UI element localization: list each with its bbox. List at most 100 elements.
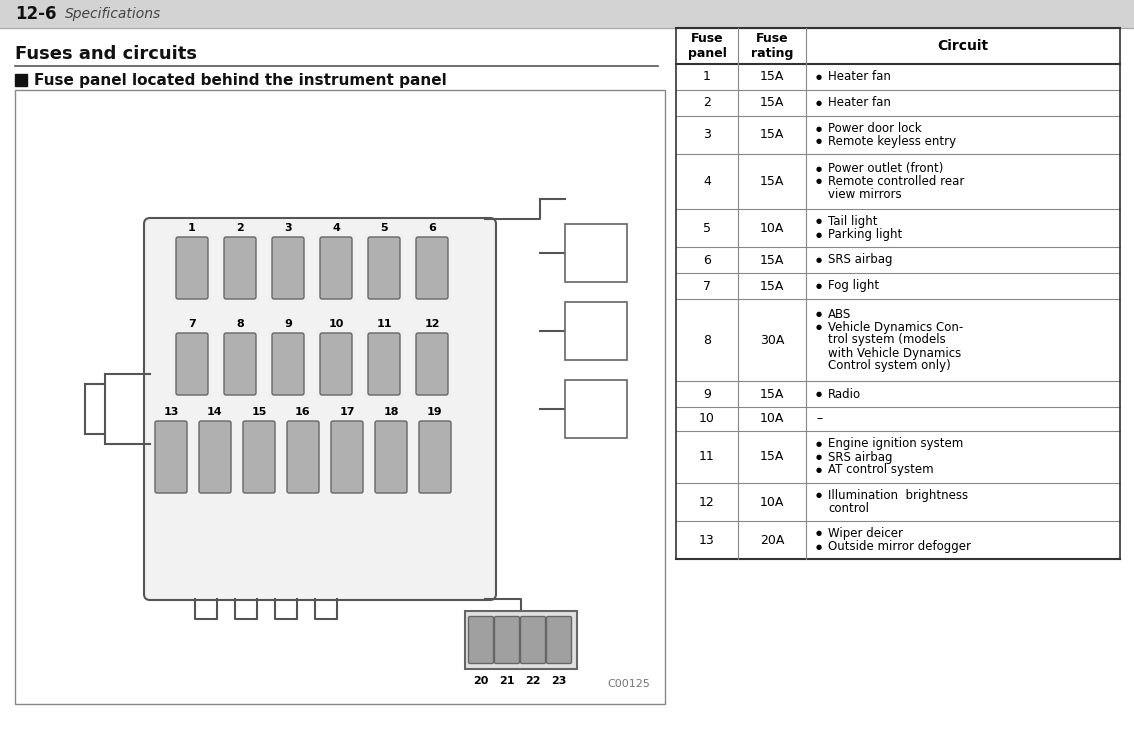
Text: ●: ●	[816, 231, 822, 238]
Text: 1: 1	[188, 223, 196, 233]
FancyBboxPatch shape	[176, 237, 208, 299]
Bar	[465, 611, 577, 669]
Text: ●: ●	[816, 283, 822, 289]
FancyBboxPatch shape	[416, 237, 448, 299]
Text: 8: 8	[703, 333, 711, 347]
Text: 17: 17	[339, 407, 355, 417]
Text: 3: 3	[285, 223, 291, 233]
Text: Power outlet (front): Power outlet (front)	[828, 162, 943, 175]
Text: Fuse panel located behind the instrument panel: Fuse panel located behind the instrument…	[34, 72, 447, 87]
Text: SRS airbag: SRS airbag	[828, 450, 892, 464]
Text: Heater fan: Heater fan	[828, 97, 891, 109]
Text: ●: ●	[816, 74, 822, 80]
Text: 13: 13	[700, 534, 714, 547]
Text: Remote keyless entry: Remote keyless entry	[828, 135, 956, 148]
Text: Control system only): Control system only)	[828, 360, 950, 372]
Text: 5: 5	[703, 222, 711, 234]
FancyBboxPatch shape	[369, 333, 400, 395]
Text: ●: ●	[816, 544, 822, 550]
Text: SRS airbag: SRS airbag	[828, 253, 892, 266]
Text: ●: ●	[816, 257, 822, 263]
Text: ●: ●	[816, 531, 822, 537]
Text: with Vehicle Dynamics: with Vehicle Dynamics	[828, 347, 962, 360]
Text: 10: 10	[699, 412, 714, 425]
FancyBboxPatch shape	[375, 421, 407, 493]
Bar	[565, 224, 627, 282]
Text: ABS: ABS	[828, 308, 852, 320]
Text: control: control	[828, 502, 869, 515]
Text: 20A: 20A	[760, 534, 785, 547]
FancyBboxPatch shape	[225, 237, 256, 299]
FancyBboxPatch shape	[243, 421, 276, 493]
Text: 6: 6	[428, 223, 435, 233]
Text: ●: ●	[816, 179, 822, 185]
Text: ●: ●	[816, 324, 822, 330]
Text: 4: 4	[703, 175, 711, 188]
Text: Heater fan: Heater fan	[828, 71, 891, 84]
Text: AT control system: AT control system	[828, 464, 933, 477]
Text: Outside mirror defogger: Outside mirror defogger	[828, 540, 971, 553]
Text: 30A: 30A	[760, 333, 785, 347]
Text: Parking light: Parking light	[828, 228, 903, 241]
FancyBboxPatch shape	[144, 218, 496, 600]
FancyBboxPatch shape	[468, 617, 493, 664]
Text: 22: 22	[525, 676, 541, 686]
Text: 10A: 10A	[760, 495, 785, 508]
Text: 15A: 15A	[760, 450, 785, 464]
Text: 19: 19	[428, 407, 442, 417]
Text: 2: 2	[703, 97, 711, 109]
Bar	[565, 302, 627, 360]
Text: 14: 14	[208, 407, 222, 417]
Text: 11: 11	[376, 319, 391, 329]
FancyBboxPatch shape	[225, 333, 256, 395]
Text: view mirrors: view mirrors	[828, 188, 902, 201]
Text: 6: 6	[703, 253, 711, 266]
Text: Vehicle Dynamics Con-: Vehicle Dynamics Con-	[828, 320, 963, 333]
FancyBboxPatch shape	[272, 333, 304, 395]
FancyBboxPatch shape	[416, 333, 448, 395]
Text: 16: 16	[295, 407, 311, 417]
Text: 15A: 15A	[760, 280, 785, 293]
Text: 15A: 15A	[760, 97, 785, 109]
Text: 12-6: 12-6	[15, 5, 57, 23]
Text: 8: 8	[236, 319, 244, 329]
Text: trol system (models: trol system (models	[828, 333, 946, 347]
Text: 15A: 15A	[760, 71, 785, 84]
Text: Radio: Radio	[828, 388, 861, 400]
Text: Fog light: Fog light	[828, 280, 879, 293]
FancyBboxPatch shape	[320, 333, 352, 395]
Text: ●: ●	[816, 165, 822, 171]
Text: Tail light: Tail light	[828, 215, 878, 228]
Text: ●: ●	[816, 391, 822, 397]
FancyBboxPatch shape	[547, 617, 572, 664]
Text: ●: ●	[816, 454, 822, 460]
Text: 18: 18	[383, 407, 399, 417]
Text: 23: 23	[551, 676, 567, 686]
Text: 12: 12	[424, 319, 440, 329]
Text: 10A: 10A	[760, 412, 785, 425]
FancyBboxPatch shape	[272, 237, 304, 299]
Text: 9: 9	[284, 319, 291, 329]
Text: Illumination  brightness: Illumination brightness	[828, 489, 968, 502]
Text: 15A: 15A	[760, 175, 785, 188]
Text: 3: 3	[703, 128, 711, 142]
Text: ●: ●	[816, 125, 822, 131]
FancyBboxPatch shape	[494, 617, 519, 664]
Text: 5: 5	[380, 223, 388, 233]
Bar	[565, 380, 627, 438]
Text: –: –	[816, 412, 822, 425]
Text: 4: 4	[332, 223, 340, 233]
Text: 7: 7	[703, 280, 711, 293]
Text: 10A: 10A	[760, 222, 785, 234]
Bar	[15, 90, 665, 704]
FancyBboxPatch shape	[176, 333, 208, 395]
Text: 7: 7	[188, 319, 196, 329]
Bar	[0, 0, 1134, 28]
Text: 1: 1	[703, 71, 711, 84]
Text: 15A: 15A	[760, 128, 785, 142]
FancyBboxPatch shape	[418, 421, 451, 493]
FancyBboxPatch shape	[331, 421, 363, 493]
Text: ●: ●	[816, 100, 822, 106]
Text: ●: ●	[816, 311, 822, 317]
Text: ●: ●	[816, 492, 822, 498]
